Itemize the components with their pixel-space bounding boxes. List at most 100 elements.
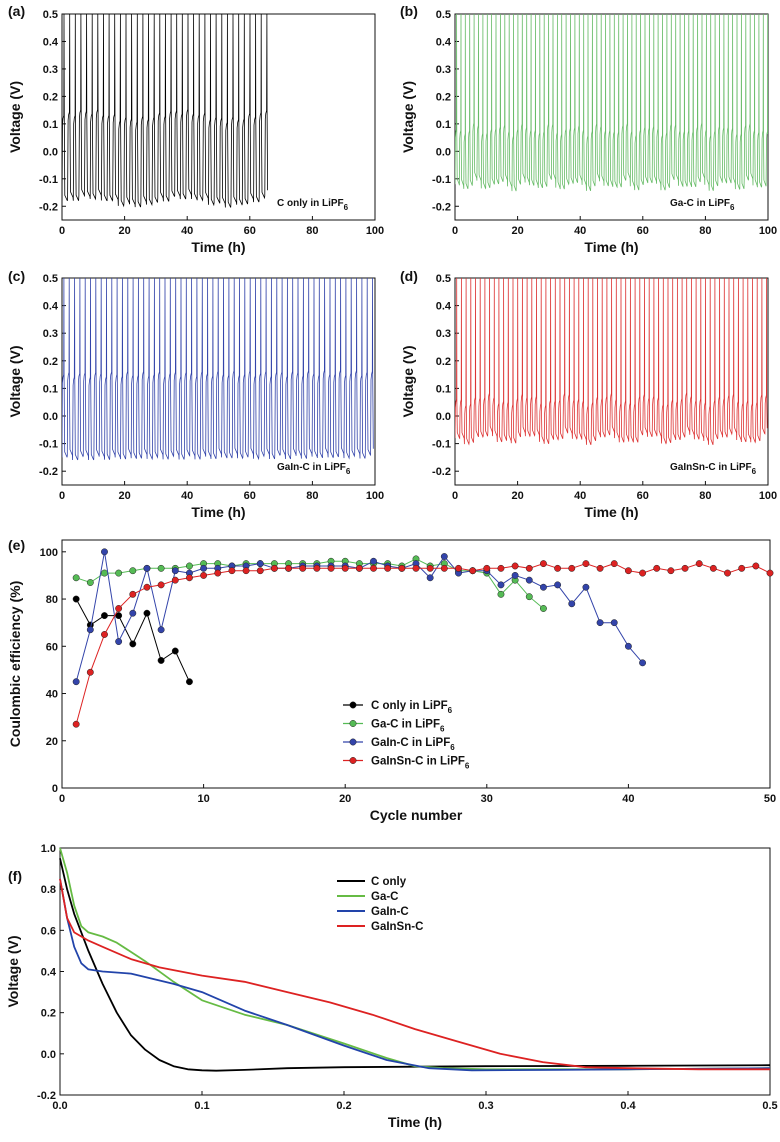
panel-d: 0 20 40 60 80 100 -0.2 -0.1 0.0 0.1 0.2 0.3 0.4 0.5 Ti… (400, 268, 777, 520)
y-tick-label: 0.1 (43, 119, 58, 131)
panel-a: 0 20 40 60 80 100 -0.2 -0.1 0.0 0.1 0.2 0.3 0.4 0.5 Ti… (7, 3, 384, 255)
ce-point (129, 590, 137, 598)
ce-point (568, 564, 576, 572)
y-tick-label: 0.8 (41, 884, 56, 896)
legend-marker-0 (349, 701, 357, 709)
ce-point (214, 569, 222, 577)
x-axis-title: Time (h) (584, 504, 638, 520)
y-tick-label: 20 (46, 736, 58, 748)
ce-point (185, 678, 193, 686)
ce-point (115, 569, 123, 577)
y-tick-label: 0.3 (43, 328, 58, 340)
legend-label-f-1: Ga-C (371, 891, 398, 903)
y-tick-label: 0.2 (41, 1008, 56, 1020)
ce-point (639, 569, 647, 577)
y-tick-label: 40 (46, 689, 58, 701)
panel-label-b: (b) (400, 3, 418, 19)
ce-point (72, 720, 80, 728)
ce-point (200, 564, 208, 572)
ce-point (86, 579, 94, 586)
ce-point (86, 668, 94, 676)
y-tick-label: 0.0 (43, 411, 58, 423)
legend-marker-1 (349, 720, 357, 727)
x-tick-label: 20 (339, 793, 351, 805)
x-tick-label: 40 (181, 225, 193, 237)
ce-point (440, 564, 448, 572)
y-tick-label: -0.1 (39, 174, 58, 186)
legend-label-0-sub: 6 (448, 706, 453, 715)
legend-label-3: GaInSn-C in LiPF6 (371, 756, 470, 771)
ce-point (101, 548, 108, 556)
ce-point (582, 583, 590, 591)
x-tick-label: 0 (59, 490, 65, 502)
ce-point (171, 576, 179, 584)
x-tick-label: 0 (59, 225, 65, 237)
discharge-curve-3 (59, 878, 770, 1071)
x-tick-label: 0 (452, 225, 458, 237)
x-tick-label: 20 (118, 490, 130, 502)
ce-point (511, 571, 519, 579)
legend-label-1-sub: 6 (440, 725, 445, 734)
y-tick-label: 0.1 (43, 383, 58, 395)
ce-line-1 (76, 558, 544, 609)
ce-point (143, 609, 151, 617)
ce-point (568, 600, 576, 608)
x-tick-label: 40 (574, 490, 586, 502)
ce-point (596, 619, 604, 627)
x-tick-label: 20 (511, 490, 523, 502)
x-axis-title: Time (h) (191, 239, 245, 255)
ce-point (483, 564, 491, 572)
ce-point (327, 564, 335, 572)
legend-label-0: C only in LiPF6 (371, 700, 453, 715)
y-axis-title: Voltage (V) (5, 935, 21, 1007)
ce-point (115, 612, 123, 620)
y-tick-label: -0.2 (39, 466, 58, 478)
y-axis-title: Voltage (V) (400, 345, 416, 417)
voltage-trace-d (455, 278, 768, 446)
panel-label-e: (e) (8, 537, 25, 553)
y-tick-label: -0.1 (432, 174, 451, 186)
ce-point (639, 659, 647, 667)
legend-label-2: GaIn-C in LiPF6 (371, 737, 455, 752)
y-tick-label: 0.6 (41, 925, 56, 937)
ce-point (384, 564, 392, 572)
panel-annotation-c: GaIn-C in LiPF6 (277, 462, 351, 476)
x-tick-label: 40 (622, 793, 634, 805)
x-tick-label: 100 (366, 225, 384, 237)
ce-point (370, 557, 377, 565)
x-tick-label: 0.0 (52, 1100, 67, 1112)
y-tick-label: 0.0 (43, 146, 58, 158)
x-tick-label: 0.3 (478, 1100, 493, 1112)
y-tick-label: 0.4 (436, 36, 452, 48)
x-axis-title: Time (h) (191, 504, 245, 520)
ce-point (256, 567, 264, 575)
y-tick-label: 0.5 (43, 9, 58, 21)
panel-f: 0.0 0.1 0.2 0.3 0.4 0.5-0.20.00.20.40.60.81.0… (5, 843, 778, 1130)
panel-e: 0 10 20 30 40 50 0 20 40 60 80 100 Cycle number Coulo… (7, 537, 776, 823)
ce-point (299, 564, 307, 572)
y-tick-label: 0.3 (436, 328, 451, 340)
ce-point (398, 564, 406, 572)
ce-point (86, 626, 94, 634)
ce-point (157, 657, 165, 664)
ce-point (709, 564, 717, 572)
ce-point (624, 642, 632, 650)
x-tick-label: 100 (759, 225, 777, 237)
y-tick-label: -0.1 (39, 439, 58, 451)
ce-point (157, 581, 165, 589)
y-tick-label: -0.2 (39, 201, 58, 213)
legend-label-3-main: GaInSn-C in LiPF (371, 756, 465, 768)
x-tick-label: 60 (244, 490, 256, 502)
ce-point (596, 564, 604, 572)
ce-point (554, 581, 562, 589)
ce-point (101, 612, 108, 620)
x-tick-label: 40 (181, 490, 193, 502)
ce-point (469, 567, 477, 575)
ce-point (200, 571, 208, 579)
ce-point (681, 564, 689, 572)
x-tick-label: 20 (511, 225, 523, 237)
legend-marker-2 (349, 738, 357, 746)
ce-point (497, 581, 505, 589)
ce-point (539, 560, 547, 568)
